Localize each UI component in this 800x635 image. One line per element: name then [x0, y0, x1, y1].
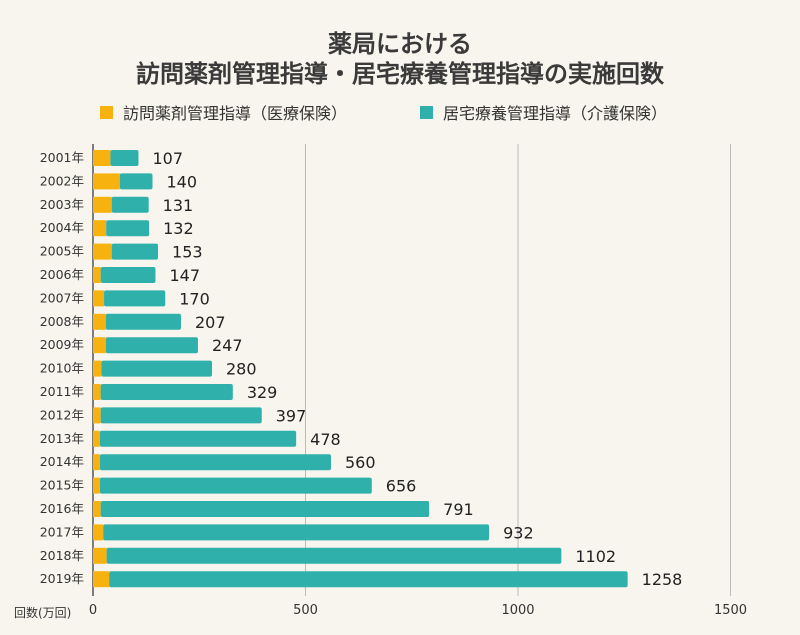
legend-item-care: 居宅療養管理指導（介護保険） [420, 100, 667, 124]
bar-segment [100, 384, 233, 400]
y-tick-label: 2012年 [40, 407, 84, 422]
chart-title-line1: 薬局における [328, 30, 472, 58]
data-label: 478 [310, 430, 341, 449]
bar-segment [93, 337, 106, 354]
y-tick-label: 2011年 [40, 384, 84, 399]
bar-segment [105, 313, 181, 330]
bar-segment [93, 173, 120, 190]
data-label: 329 [247, 383, 278, 402]
y-tick-label: 2002年 [40, 173, 84, 188]
data-label: 107 [152, 149, 183, 168]
chart-title-line2: 訪問薬剤管理指導・居宅療養管理指導の実施回数 [136, 60, 664, 88]
bar-segment [93, 290, 105, 307]
data-label: 932 [503, 523, 534, 542]
legend-swatch [100, 105, 113, 119]
data-label: 397 [276, 406, 307, 425]
bar-segment [100, 407, 262, 424]
y-tick-label: 2015年 [40, 478, 84, 493]
y-tick-label: 2010年 [40, 361, 84, 376]
bar-segment [93, 407, 101, 424]
bar-segment [119, 173, 153, 190]
bar-segment [93, 430, 100, 447]
bar-segment [93, 501, 101, 517]
bar-segment [93, 360, 102, 377]
y-tick-label: 2013年 [40, 431, 84, 446]
bar-segment [93, 571, 110, 588]
bar-segment [93, 384, 101, 400]
bar-segment [93, 524, 104, 541]
bar-segment [93, 454, 100, 471]
bar-segment [109, 571, 628, 588]
legend-swatch [420, 105, 433, 119]
y-tick-label: 2009年 [40, 337, 84, 352]
data-label: 1102 [575, 547, 616, 566]
y-tick-label: 2018年 [40, 548, 84, 563]
legend-label: 訪問薬剤管理指導（医療保険） [123, 104, 348, 123]
bar-segment [93, 313, 106, 330]
data-label: 656 [386, 477, 417, 496]
bar-segment [93, 220, 107, 237]
y-tick-label: 2019年 [40, 571, 84, 586]
y-tick-label: 2005年 [40, 244, 84, 259]
bar-segment [111, 196, 149, 213]
data-label: 1258 [642, 570, 683, 589]
y-tick-label: 2008年 [40, 314, 84, 329]
bar-segment [93, 243, 112, 260]
y-tick-label: 2016年 [40, 501, 84, 516]
bar-segment [106, 220, 150, 237]
bar-segment [104, 290, 166, 307]
bar-segment [93, 477, 100, 494]
data-label: 147 [169, 266, 200, 285]
bar-segment [103, 524, 490, 541]
data-label: 207 [195, 313, 226, 332]
bar-segment [99, 477, 372, 494]
x-axis-label: 回数(万回) [14, 606, 72, 620]
bar-segment [110, 150, 139, 166]
y-tick-label: 2004年 [40, 220, 84, 235]
bar-segment [93, 547, 107, 564]
bar-segment [106, 547, 562, 564]
data-label: 280 [226, 360, 257, 379]
bar-segment [99, 430, 297, 447]
data-label: 170 [179, 289, 210, 308]
x-tick-label: 0 [89, 603, 97, 618]
data-label: 247 [212, 336, 243, 355]
legend-item-medical: 訪問薬剤管理指導（医療保険） [100, 100, 347, 124]
y-tick-label: 2003年 [40, 197, 84, 212]
bar-segment [100, 267, 156, 283]
data-label: 131 [163, 196, 194, 215]
bar-segment [111, 243, 159, 260]
x-tick-label: 1000 [501, 603, 534, 618]
bar-segment [99, 454, 331, 471]
bar-segment [101, 360, 212, 377]
legend-label: 居宅療養管理指導（介護保険） [443, 104, 668, 123]
data-label: 791 [443, 500, 474, 519]
bar-segment [100, 501, 430, 517]
x-tick-label: 1500 [714, 603, 747, 618]
bar-segment [93, 150, 111, 166]
data-label: 140 [167, 172, 198, 191]
y-tick-label: 2007年 [40, 290, 84, 305]
data-label: 153 [172, 243, 203, 262]
y-tick-label: 2006年 [40, 267, 84, 282]
x-tick-label: 500 [293, 603, 318, 618]
data-label: 132 [163, 219, 194, 238]
y-tick-label: 2014年 [40, 454, 84, 469]
bar-segment [93, 196, 112, 213]
bar-segment [93, 267, 101, 283]
y-tick-label: 2001年 [40, 150, 84, 165]
bar-segment [105, 337, 198, 354]
y-tick-label: 2017年 [40, 524, 84, 539]
data-label: 560 [345, 453, 376, 472]
